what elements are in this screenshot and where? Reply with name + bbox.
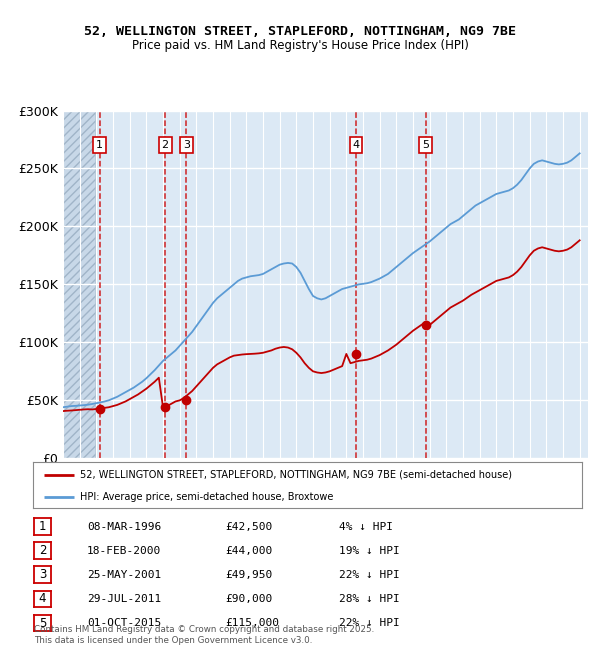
Text: 22% ↓ HPI: 22% ↓ HPI xyxy=(339,618,400,628)
Text: 29-JUL-2011: 29-JUL-2011 xyxy=(87,594,161,604)
Text: 4: 4 xyxy=(39,593,46,606)
Text: 28% ↓ HPI: 28% ↓ HPI xyxy=(339,594,400,604)
Text: 3: 3 xyxy=(183,140,190,150)
Text: 4: 4 xyxy=(352,140,359,150)
Text: £42,500: £42,500 xyxy=(225,522,272,532)
Text: £49,950: £49,950 xyxy=(225,570,272,580)
Text: 2: 2 xyxy=(161,140,169,150)
Text: 5: 5 xyxy=(39,616,46,629)
Text: 52, WELLINGTON STREET, STAPLEFORD, NOTTINGHAM, NG9 7BE: 52, WELLINGTON STREET, STAPLEFORD, NOTTI… xyxy=(84,25,516,38)
Text: 1: 1 xyxy=(96,140,103,150)
Text: 3: 3 xyxy=(39,568,46,581)
Text: 2: 2 xyxy=(39,545,46,558)
Text: 08-MAR-1996: 08-MAR-1996 xyxy=(87,522,161,532)
Text: 18-FEB-2000: 18-FEB-2000 xyxy=(87,546,161,556)
Text: Contains HM Land Registry data © Crown copyright and database right 2025.
This d: Contains HM Land Registry data © Crown c… xyxy=(34,625,374,645)
Text: Price paid vs. HM Land Registry's House Price Index (HPI): Price paid vs. HM Land Registry's House … xyxy=(131,39,469,52)
Text: £44,000: £44,000 xyxy=(225,546,272,556)
Text: £90,000: £90,000 xyxy=(225,594,272,604)
Text: 5: 5 xyxy=(422,140,429,150)
Text: HPI: Average price, semi-detached house, Broxtowe: HPI: Average price, semi-detached house,… xyxy=(80,491,333,502)
Text: 1: 1 xyxy=(39,520,46,533)
Text: 4% ↓ HPI: 4% ↓ HPI xyxy=(339,522,393,532)
Text: 52, WELLINGTON STREET, STAPLEFORD, NOTTINGHAM, NG9 7BE (semi-detached house): 52, WELLINGTON STREET, STAPLEFORD, NOTTI… xyxy=(80,469,512,480)
Text: 22% ↓ HPI: 22% ↓ HPI xyxy=(339,570,400,580)
Text: 25-MAY-2001: 25-MAY-2001 xyxy=(87,570,161,580)
Text: 19% ↓ HPI: 19% ↓ HPI xyxy=(339,546,400,556)
Bar xyxy=(63,111,95,458)
Text: £115,000: £115,000 xyxy=(225,618,279,628)
Text: 01-OCT-2015: 01-OCT-2015 xyxy=(87,618,161,628)
